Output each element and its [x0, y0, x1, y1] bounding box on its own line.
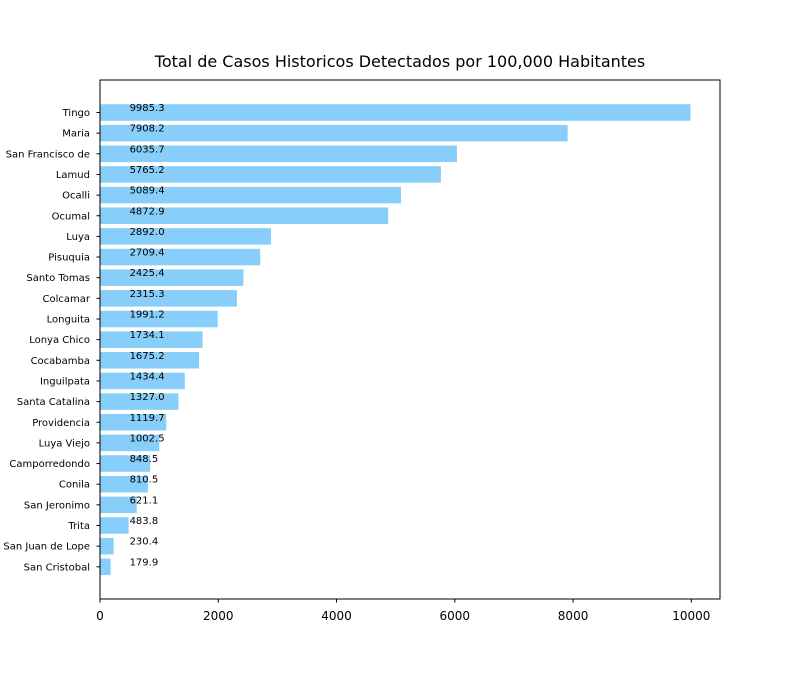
y-tick-label: Conila [59, 480, 90, 491]
bar [100, 310, 218, 328]
y-tick-label: Trita [67, 521, 90, 532]
data-label: 1119.7 [130, 413, 165, 424]
bar [100, 248, 261, 266]
y-tick-label: Ocumal [52, 211, 90, 222]
data-label: 1327.0 [130, 392, 165, 403]
data-label: 2892.0 [130, 227, 165, 238]
data-label: 230.4 [130, 537, 159, 548]
data-label: 1734.1 [130, 330, 165, 341]
data-label: 848.5 [130, 454, 159, 465]
data-label: 810.5 [130, 475, 159, 486]
data-label: 6035.7 [130, 144, 165, 155]
x-tick-label: 6000 [440, 609, 471, 623]
x-tick-label: 2000 [203, 609, 234, 623]
data-label: 621.1 [130, 495, 159, 506]
bar [100, 228, 272, 245]
y-tick-label: Luya [66, 232, 90, 243]
y-tick-label: Longuita [47, 315, 90, 326]
data-label: 1991.2 [130, 310, 165, 321]
chart-title: Total de Casos Historicos Detectados por… [154, 52, 645, 71]
x-tick-label: 10000 [672, 609, 710, 623]
data-label: 4872.9 [130, 206, 165, 217]
bar [100, 124, 568, 142]
y-tick-label: Camporredondo [9, 459, 90, 470]
bar [100, 352, 200, 369]
bar [100, 290, 237, 307]
bar [100, 186, 401, 204]
data-label: 9985.3 [130, 103, 165, 114]
data-label: 1434.4 [130, 371, 165, 382]
bar [100, 434, 160, 452]
data-label: 5765.2 [130, 165, 165, 176]
y-tick-label: Tingo [62, 108, 90, 119]
y-tick-label: Lamud [56, 170, 90, 181]
bar [100, 517, 129, 534]
x-tick-label: 0 [96, 609, 104, 623]
y-tick-label: Santo Tomas [26, 273, 90, 284]
bar [100, 455, 151, 472]
bar [100, 558, 111, 576]
bar [100, 496, 137, 514]
y-tick-label: Inguilpata [40, 376, 90, 387]
plot-frame [99, 79, 721, 600]
y-tick-label: Maria [62, 129, 90, 140]
bar [100, 269, 244, 286]
bar [100, 166, 441, 183]
y-tick-label: San Juan de Lope [3, 542, 90, 553]
data-label: 2709.4 [130, 248, 165, 259]
x-axis-ticks: 0 2000 4000 6000 8000 10000 [96, 599, 710, 623]
data-label: 1675.2 [130, 351, 165, 362]
y-tick-label: Providencia [32, 418, 90, 429]
data-label: 1002.5 [130, 433, 165, 444]
bar [100, 145, 457, 163]
y-tick-label: San Jeronimo [24, 500, 90, 511]
data-label: 483.8 [130, 516, 159, 527]
bar [100, 537, 114, 555]
y-tick-label: Colcamar [43, 294, 91, 305]
y-axis-ticks: Tingo Maria San Francisco de Lamud Ocalli Ocu… [3, 108, 100, 573]
x-tick-label: 4000 [321, 609, 352, 623]
bar [100, 207, 389, 224]
y-tick-label: San Francisco de [6, 149, 90, 160]
y-tick-label: Lonya Chico [29, 335, 90, 346]
y-tick-label: Ocalli [62, 191, 90, 202]
bar [100, 104, 691, 121]
data-label: 2315.3 [130, 289, 165, 300]
y-tick-label: Luya Viejo [39, 438, 90, 449]
bar [100, 475, 148, 493]
bar [100, 331, 203, 348]
y-tick-label: Santa Catalina [17, 397, 90, 408]
data-label: 5089.4 [130, 186, 165, 197]
data-label: 179.9 [130, 557, 159, 568]
y-tick-label: Pisuquia [48, 253, 90, 264]
bars-group [100, 104, 691, 576]
bar [100, 372, 185, 390]
y-tick-label: Cocabamba [31, 356, 90, 367]
x-tick-label: 8000 [558, 609, 589, 623]
data-label: 7908.2 [130, 124, 165, 135]
bar [100, 393, 179, 410]
data-labels-group: 9985.3 7908.2 6035.7 5765.2 5089.4 4872.9 2892… [130, 103, 165, 568]
y-tick-label: San Cristobal [24, 562, 90, 573]
bar [100, 414, 167, 431]
data-label: 2425.4 [130, 268, 165, 279]
